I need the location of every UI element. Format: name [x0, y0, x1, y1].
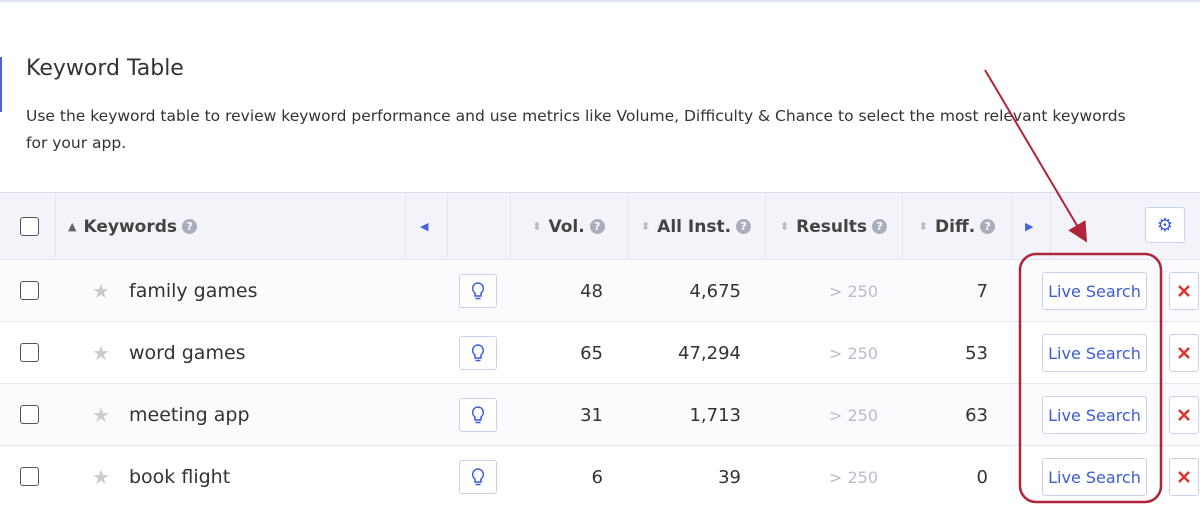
row-checkbox[interactable] [20, 281, 39, 300]
column-divider [627, 193, 628, 260]
row-checkbox-cell [20, 405, 39, 424]
live-search-button[interactable]: Live Search [1042, 458, 1147, 496]
column-label: Results [796, 216, 868, 237]
idea-button[interactable] [459, 336, 497, 370]
remove-button[interactable] [1169, 458, 1199, 496]
cell-vol: 65 [580, 342, 603, 364]
column-divider [447, 193, 448, 260]
remove-button[interactable] [1169, 272, 1199, 310]
keyword: book flight [129, 466, 231, 488]
column-divider [902, 193, 903, 260]
bulb-icon [471, 344, 485, 362]
keyword-table: ▲ Keywords? ◀ ⬍ Vol.? ⬍ All Inst.? ⬍ Results? ⬍ Di… [0, 192, 1200, 506]
column-header[interactable]: ▲ Keywords? [68, 193, 198, 260]
cell-results: > 250 [828, 281, 878, 301]
row-checkbox-cell [20, 467, 39, 486]
column-divider [765, 193, 766, 260]
annotation-box [1018, 252, 1163, 504]
idea-button[interactable] [459, 398, 497, 432]
cell-vol: 48 [580, 280, 603, 302]
cell-diff: 7 [976, 280, 988, 302]
help-icon: ? [182, 219, 198, 234]
row-checkbox-cell [20, 281, 39, 300]
column-divider [55, 193, 56, 260]
column-label: Diff. [935, 216, 976, 237]
remove-icon [1178, 471, 1190, 483]
expand-right[interactable]: ▶ [1025, 220, 1034, 233]
column-divider [510, 193, 511, 260]
cell-vol: 6 [591, 466, 603, 488]
cell-results: > 250 [828, 405, 878, 425]
header-cell [20, 217, 39, 236]
remove-button[interactable] [1169, 334, 1199, 372]
column-divider [405, 193, 406, 260]
remove-button[interactable] [1169, 396, 1199, 434]
sort-icon: ⬍ [918, 220, 929, 233]
column-label: Vol. [548, 216, 585, 237]
column-header[interactable]: ⬍ Results? [765, 193, 902, 260]
live-search-button[interactable]: Live Search [1042, 396, 1147, 434]
star-icon[interactable]: ★ [92, 279, 110, 303]
select-all-checkbox[interactable] [20, 217, 39, 236]
cell-diff: 0 [976, 466, 988, 488]
table-row [0, 322, 1200, 384]
sort-icon: ⬍ [640, 220, 651, 233]
settings-button[interactable]: ⚙ [1145, 207, 1185, 243]
column-label: Keywords [83, 216, 178, 237]
column-header[interactable]: ⬍ Vol.? [510, 193, 627, 260]
help-icon: ? [872, 219, 888, 234]
table-row [0, 446, 1200, 506]
description: Use the keyword table to review keyword … [26, 107, 1126, 152]
remove-icon [1178, 285, 1190, 297]
cell-all-inst: 1,713 [689, 404, 741, 426]
column-label: All Inst. [657, 216, 732, 237]
sort-icon: ⬍ [532, 220, 542, 233]
sort-icon: ▲ [68, 220, 77, 233]
column-header[interactable]: ⬍ Diff.? [902, 193, 1012, 260]
star-icon[interactable]: ★ [92, 465, 110, 489]
cell-vol: 31 [580, 404, 603, 426]
star-icon[interactable]: ★ [92, 341, 110, 365]
idea-button[interactable] [459, 460, 497, 494]
annotation-arrow [984, 69, 1088, 243]
live-search-button[interactable]: Live Search [1042, 272, 1147, 310]
help-icon: ? [980, 219, 996, 234]
row-checkbox-cell [20, 343, 39, 362]
cell-all-inst: 47,294 [678, 342, 741, 364]
cell-diff: 53 [965, 342, 988, 364]
idea-button[interactable] [459, 274, 497, 308]
remove-icon [1178, 347, 1190, 359]
sort-icon: ⬍ [779, 220, 790, 233]
row-checkbox[interactable] [20, 405, 39, 424]
keyword: meeting app [129, 404, 250, 426]
bulb-icon [471, 282, 485, 300]
live-search-button[interactable]: Live Search [1042, 334, 1147, 372]
star-icon[interactable]: ★ [92, 403, 110, 427]
help-icon: ? [589, 219, 605, 234]
accent-bar [0, 57, 2, 112]
table-row [0, 260, 1200, 322]
keyword: family games [129, 280, 258, 302]
cell-diff: 63 [965, 404, 988, 426]
remove-icon [1178, 409, 1190, 421]
cell-results: > 250 [828, 343, 878, 363]
table-row [0, 384, 1200, 446]
cell-results: > 250 [828, 467, 878, 487]
bulb-icon [471, 468, 485, 486]
column-header[interactable]: ⬍ All Inst.? [627, 193, 765, 260]
collapse-left[interactable]: ◀ [420, 220, 429, 233]
row-checkbox[interactable] [20, 343, 39, 362]
title: Keyword Table [26, 56, 184, 81]
cell-all-inst: 39 [718, 466, 741, 488]
column-divider [1050, 193, 1051, 260]
bulb-icon [471, 406, 485, 424]
row-checkbox[interactable] [20, 467, 39, 486]
help-icon: ? [736, 219, 752, 234]
cell-all-inst: 4,675 [689, 280, 741, 302]
column-divider [1012, 193, 1013, 260]
keyword: word games [129, 342, 246, 364]
